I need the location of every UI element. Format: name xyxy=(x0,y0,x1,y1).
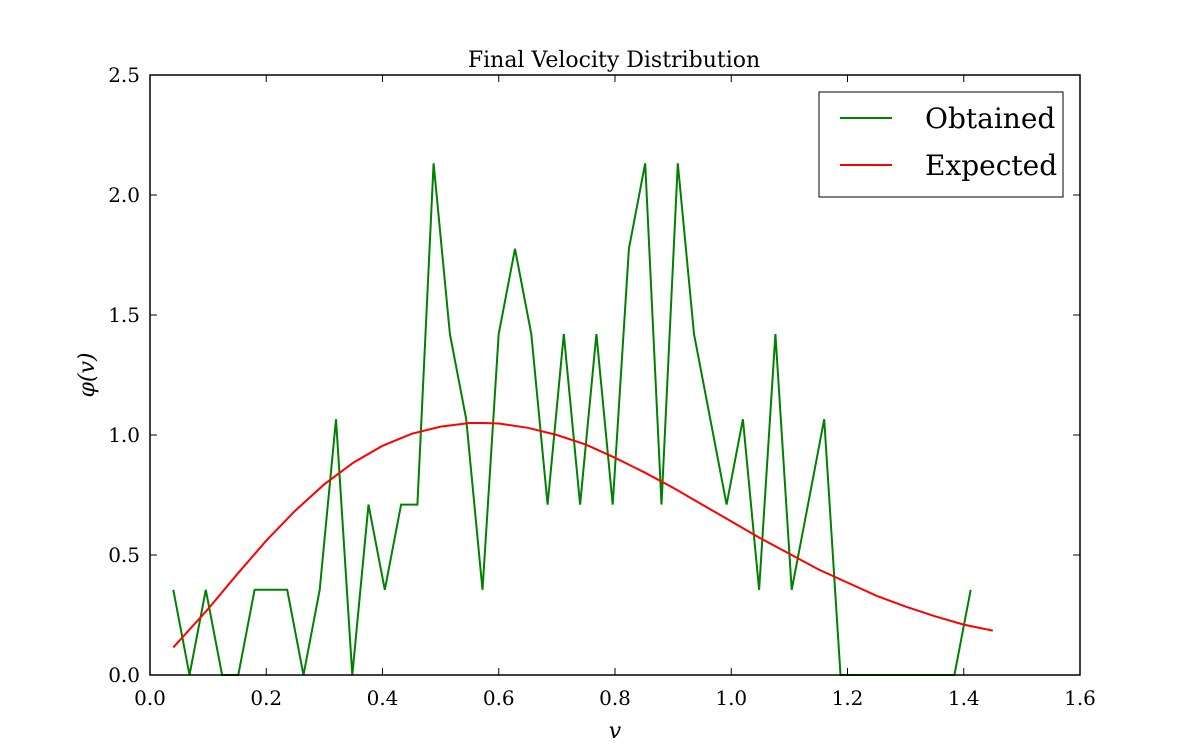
x-tick-label: 1.4 xyxy=(948,686,980,710)
chart-title: Final Velocity Distribution xyxy=(468,48,760,73)
x-tick-label: 0.4 xyxy=(367,686,399,710)
y-tick-label: 1.5 xyxy=(108,303,140,327)
x-tick-label: 0.6 xyxy=(483,686,515,710)
y-tick-label: 2.0 xyxy=(108,183,140,207)
x-axis-title: v xyxy=(609,719,622,744)
x-tick-label: 0.0 xyxy=(134,686,166,710)
y-tick-label: 0.0 xyxy=(108,663,140,687)
y-tick-label: 0.5 xyxy=(108,543,140,567)
legend-label-expected: Expected xyxy=(925,149,1057,182)
x-tick-label: 0.2 xyxy=(250,686,282,710)
y-tick-label: 2.5 xyxy=(108,63,140,87)
x-tick-label: 0.8 xyxy=(599,686,631,710)
x-tick-label: 1.2 xyxy=(832,686,864,710)
legend: Obtained Expected xyxy=(818,91,1064,198)
y-axis-title: φ(v) xyxy=(75,353,100,398)
axis-ticks: 0.0 0.2 0.4 0.6 0.8 1.0 1.2 1.4 1.6 0.0 0.5 1.0 1.5 2… xyxy=(108,63,1096,710)
y-tick-label: 1.0 xyxy=(108,423,140,447)
legend-box xyxy=(818,91,1064,198)
x-tick-label: 1.6 xyxy=(1064,686,1096,710)
series-line-obtained xyxy=(172,163,972,676)
plot-lines xyxy=(172,163,994,676)
series-line-expected xyxy=(172,422,994,649)
x-tick-label: 1.0 xyxy=(715,686,747,710)
legend-label-obtained: Obtained xyxy=(925,102,1055,135)
